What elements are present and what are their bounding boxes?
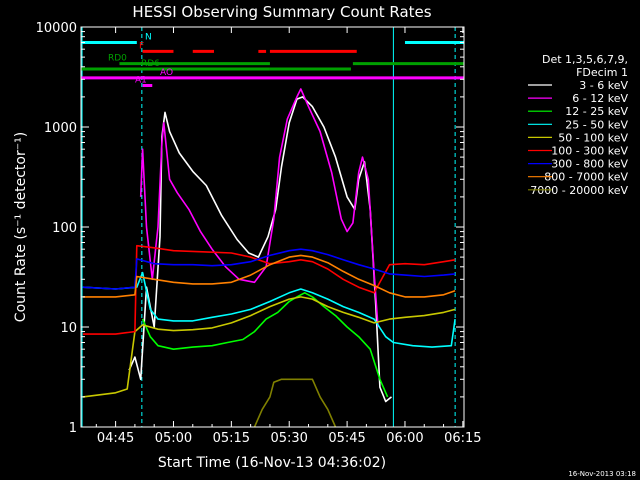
legend-entry: 12 - 25 keV <box>565 105 628 118</box>
legend-entry: 50 - 100 keV <box>558 131 628 144</box>
x-axis: 04:45 05:00 05:15 05:30 05:45 06:00 06:15 <box>95 27 482 446</box>
legend-entry: 100 - 300 keV <box>551 145 628 158</box>
x-tick-label: 05:15 <box>213 431 250 446</box>
series-line-800-7000-kev <box>82 254 456 298</box>
series-line-6-12-kev <box>139 88 379 328</box>
y-tick-label: 10000 <box>36 21 77 36</box>
legend-entry: 7000 - 20000 keV <box>530 184 628 197</box>
series-line-25-50-kev <box>82 271 456 348</box>
x-axis-label: Start Time (16-Nov-13 04:36:02) <box>158 455 386 471</box>
series-line-50-100-kev <box>82 296 456 398</box>
series-line-7000-20000-kev <box>253 378 337 427</box>
series-layer <box>82 88 456 427</box>
footer-timestamp: 16-Nov-2013 03:18 <box>568 470 636 478</box>
legend-entry: 3 - 6 keV <box>579 79 628 92</box>
legend-entry: 300 - 800 keV <box>551 158 628 171</box>
y-tick-label: 10 <box>60 321 77 336</box>
x-tick-label: 05:45 <box>328 431 365 446</box>
y-axis: 1 10 100 1000 10000 <box>36 21 464 436</box>
flag-label-f: F <box>139 41 144 51</box>
legend-header: FDecim 1 <box>576 66 628 79</box>
y-axis-label: Count Rate (s⁻¹ detector⁻¹) <box>13 132 29 322</box>
series-line-300-800-kev <box>82 248 456 290</box>
x-tick-label: 05:00 <box>155 431 192 446</box>
flag-label-rd6: RD6 <box>141 59 160 69</box>
x-tick-label: 04:45 <box>97 431 134 446</box>
x-tick-label: 06:00 <box>386 431 423 446</box>
flag-label-n: N <box>145 32 152 42</box>
flag-label-a1: A1 <box>135 76 147 86</box>
chart-title: HESSI Observing Summary Count Rates <box>132 3 431 21</box>
x-tick-label: 05:30 <box>270 431 307 446</box>
legend-entry: 800 - 7000 keV <box>544 171 628 184</box>
legend-entry: 25 - 50 keV <box>565 118 628 131</box>
legend-entry: 6 - 12 keV <box>572 92 628 105</box>
y-tick-label: 100 <box>52 221 77 236</box>
series-line-3-6-kev <box>128 96 392 403</box>
flag-label-rd0: RD0 <box>108 54 127 64</box>
y-tick-label: 1 <box>69 421 77 436</box>
series-line-12-25-kev <box>141 291 389 398</box>
x-tick-label: 06:15 <box>444 431 481 446</box>
legend-header: Det 1,3,5,6,7,9, <box>542 53 628 66</box>
series-line-100-300-kev <box>82 244 456 335</box>
flag-label-ao: AO <box>160 68 173 78</box>
y-tick-label: 1000 <box>44 121 77 136</box>
